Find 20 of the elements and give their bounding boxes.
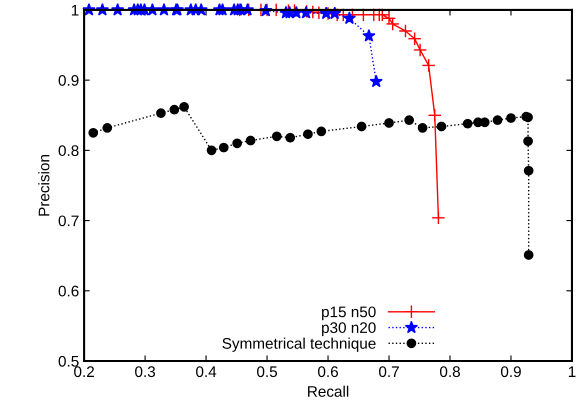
x-tick-label: 0.7: [378, 366, 399, 378]
y-tick-label: 1: [72, 4, 78, 16]
x-tick-label: 1: [568, 366, 576, 377]
y-tick-label: 0.7: [58, 215, 78, 226]
x-tick-label: 0.2: [74, 366, 94, 378]
x-tick-label: 0.9: [500, 366, 521, 378]
legend-label: p30 n20: [322, 322, 376, 336]
x-tick-label: 0.3: [135, 366, 156, 378]
y-tick-label: 0.8: [58, 145, 79, 156]
x-tick-label: 0.5: [257, 366, 278, 378]
legend-label: Symmetrical technique: [222, 338, 376, 352]
y-tick-label: 0.9: [58, 75, 79, 86]
y-tick-label: 0.5: [58, 356, 79, 367]
y-tick-label: 0.6: [58, 286, 79, 296]
x-axis-title: Recall: [308, 386, 348, 397]
x-tick-label: 0.4: [196, 366, 216, 378]
y-axis-title: Precision: [38, 155, 50, 216]
legend-label: p15 n50: [322, 306, 376, 320]
x-tick-label: 0.8: [440, 366, 460, 378]
x-tick-label: 0.6: [318, 366, 338, 378]
